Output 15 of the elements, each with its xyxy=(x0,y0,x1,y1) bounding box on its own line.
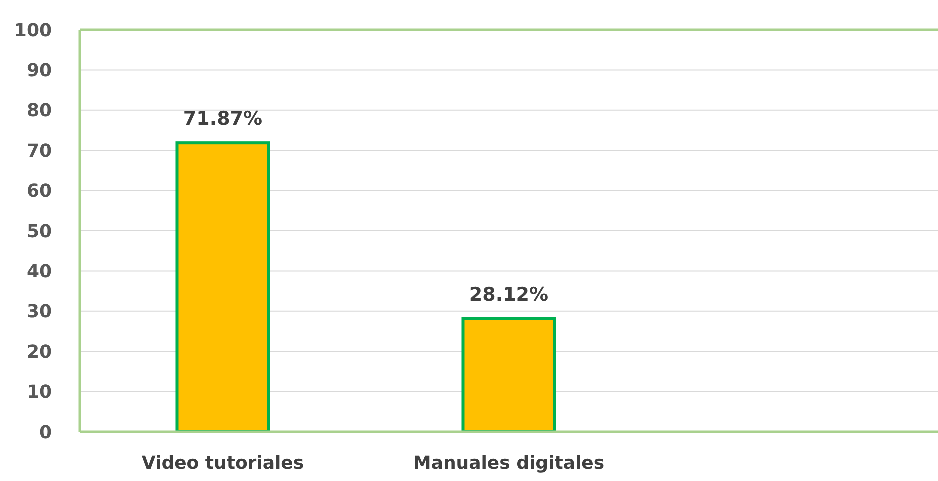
y-tick-label: 100 xyxy=(14,20,52,42)
data-label: 71.87% xyxy=(183,108,263,130)
y-tick-label: 10 xyxy=(26,382,52,404)
data-label: 28.12% xyxy=(469,284,549,306)
y-tick-label: 80 xyxy=(26,100,52,122)
y-tick-label: 40 xyxy=(26,262,52,282)
y-tick-label: 90 xyxy=(26,60,52,82)
y-tick-label: 20 xyxy=(26,342,52,363)
y-tick-label: 70 xyxy=(26,140,52,162)
y-tick-label: 50 xyxy=(26,221,52,242)
y-tick-label: 30 xyxy=(26,302,52,323)
y-tick-label: 0 xyxy=(39,422,52,444)
y-tick-label: 60 xyxy=(26,181,52,202)
x-tick-label: Manuales digitales xyxy=(413,453,605,474)
x-tick-label: Video tutoriales xyxy=(142,453,304,474)
